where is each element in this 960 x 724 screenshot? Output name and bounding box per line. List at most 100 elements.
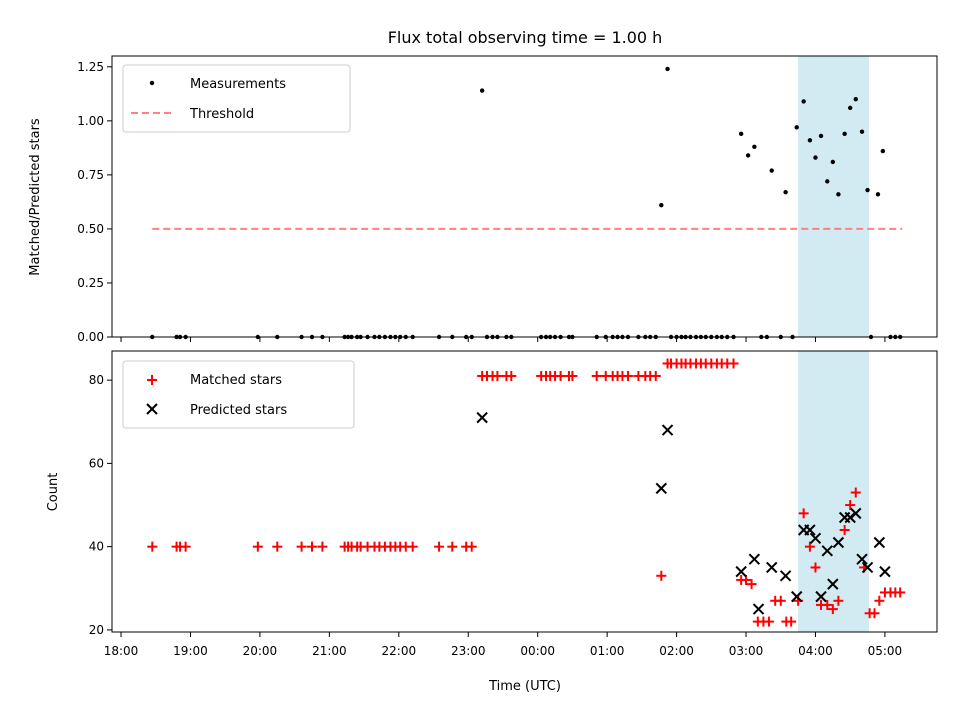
measurement-point <box>859 129 865 134</box>
top-y-tick-label: 0.00 <box>77 330 104 344</box>
matched-star-point <box>869 608 880 619</box>
top-axes-frame <box>111 55 938 338</box>
legend-matched-label: Matched stars <box>190 373 282 388</box>
top-legend-box <box>122 64 351 133</box>
legend-predicted-label: Predicted stars <box>190 403 287 418</box>
matched-star-point <box>839 525 850 536</box>
bottom-y-tick-label: 20 <box>89 623 104 637</box>
predicted-star-point <box>873 536 886 549</box>
matched-star-point <box>591 370 602 381</box>
bottom-y-tick-label: 60 <box>89 456 104 470</box>
matched-star-point <box>506 370 517 381</box>
bottom-axes-frame <box>111 350 938 633</box>
measurement-point <box>769 168 774 173</box>
measurement-point <box>836 192 841 197</box>
matched-star-point <box>786 616 797 627</box>
measurement-point <box>665 66 670 72</box>
top-y-axis-label: Matched/Predicted stars <box>28 118 43 276</box>
bottom-tick-layer: 20 40 60 80 18:00 19:00 20:00 21:00 22:00 23:00 00… <box>89 373 902 658</box>
x-tick-label: 18:00 <box>104 644 139 658</box>
matched-star-point <box>833 595 844 606</box>
predicted-star-point <box>861 561 874 574</box>
measurement-point <box>801 99 806 104</box>
predicted-star-point <box>804 524 816 536</box>
predicted-star-point <box>815 590 827 603</box>
measurement-point <box>880 148 886 154</box>
measurement-point <box>847 105 853 111</box>
matched-star-point <box>492 370 503 381</box>
top-tick-layer: 0.00 0.25 0.50 0.75 1.00 1.25 <box>77 60 886 344</box>
matched-star-point <box>147 541 158 552</box>
matched-star-point <box>827 604 838 615</box>
x-tick-label: 02:00 <box>659 644 694 658</box>
matched-star-point <box>804 541 815 552</box>
predicted-star-point <box>809 532 822 545</box>
measurement-point <box>875 192 881 197</box>
matched-star-point <box>307 541 317 552</box>
predicted-star-point <box>655 482 668 495</box>
x-tick-label: 21:00 <box>312 644 347 658</box>
measurement-point <box>783 189 788 195</box>
matched-star-point <box>555 370 566 381</box>
legend-measurements-label: Measurements <box>190 77 286 92</box>
x-tick-label: 22:00 <box>382 644 417 658</box>
matched-star-point <box>567 370 578 381</box>
bottom-y-tick-label: 80 <box>89 373 104 387</box>
top-y-tick-label: 1.25 <box>77 60 104 74</box>
legend-measurements-marker <box>149 80 155 86</box>
matched-star-point <box>822 599 833 610</box>
x-tick-label: 05:00 <box>868 644 903 658</box>
x-tick-label: 00:00 <box>520 644 555 658</box>
top-shade-layer <box>798 56 869 337</box>
measurement-point <box>865 187 870 193</box>
measurement-point <box>830 159 836 165</box>
matched-star-point <box>874 595 885 606</box>
bottom-y-axis-label: Count <box>46 473 61 512</box>
matched-star-point <box>466 541 477 552</box>
shaded-window <box>798 56 869 337</box>
predicted-star-point <box>832 536 845 549</box>
matched-star-point <box>763 616 774 627</box>
top-y-tick-label: 0.25 <box>77 276 104 290</box>
legend-predicted-marker <box>146 403 158 415</box>
predicted-star-point <box>850 507 862 520</box>
x-tick-label: 19:00 <box>173 644 208 658</box>
bottom-legend-box <box>122 360 355 429</box>
measurement-point <box>479 88 485 93</box>
x-tick-label: 20:00 <box>243 644 278 658</box>
measurement-point <box>818 133 824 139</box>
predicted-star-point <box>476 411 488 424</box>
matched-star-point <box>895 587 906 598</box>
top-y-tick-label: 0.75 <box>77 168 104 182</box>
measurement-point <box>813 155 818 160</box>
matched-star-point <box>650 370 661 381</box>
matched-star-point <box>728 358 739 369</box>
predicted-star-point <box>748 553 761 565</box>
predicted-star-point <box>821 545 833 557</box>
matched-star-point <box>850 487 861 498</box>
matched-star-point <box>407 541 418 552</box>
matched-star-point <box>845 500 856 511</box>
predicted-star-point <box>752 603 765 615</box>
measurement-point <box>794 125 799 130</box>
measurement-point <box>807 138 813 143</box>
legend-matched-marker <box>147 375 157 385</box>
x-tick-label: 03:00 <box>729 644 764 658</box>
top-y-tick-label: 0.50 <box>77 222 104 236</box>
matched-star-point <box>775 595 786 606</box>
bottom-panel: 20 40 60 80 18:00 19:00 20:00 21:00 22:00 23:00 00… <box>46 350 938 694</box>
bottom-points-layer <box>147 358 906 627</box>
measurement-point <box>659 202 664 208</box>
matched-star-point <box>622 370 633 381</box>
predicted-star-point <box>779 570 792 582</box>
matched-star-point <box>252 541 263 552</box>
matched-star-point <box>447 541 458 552</box>
x-tick-label: 01:00 <box>590 644 625 658</box>
x-tick-label: 04:00 <box>798 644 833 658</box>
predicted-star-point <box>661 424 674 436</box>
matched-star-point <box>798 508 809 519</box>
predicted-star-point <box>791 590 803 603</box>
matched-star-point <box>810 562 821 573</box>
predicted-star-point <box>766 561 778 574</box>
